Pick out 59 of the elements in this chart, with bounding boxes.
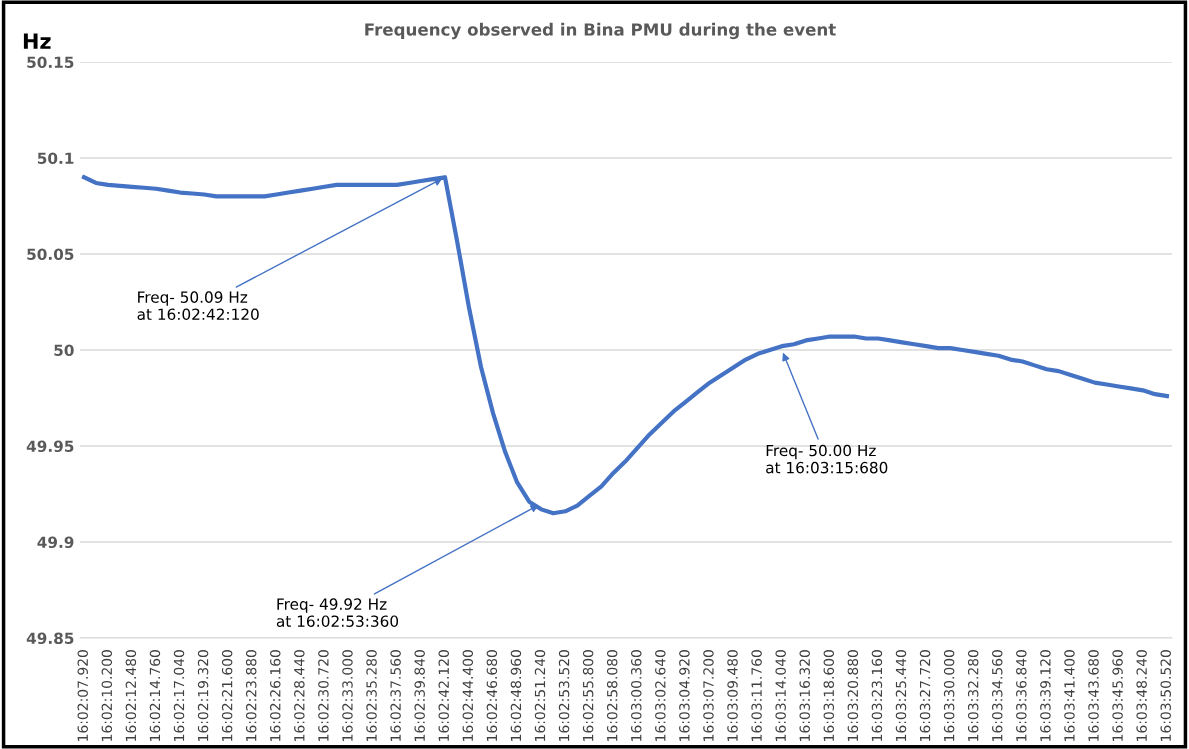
x-tick-label: 16:03:16.320 — [799, 650, 810, 741]
y-tick-label: 49.95 — [26, 440, 74, 453]
x-tick-label: 16:03:30.000 — [943, 650, 955, 741]
x-tick-label: 16:02:14.760 — [149, 650, 161, 741]
x-tick-label: 16:02:30.720 — [318, 650, 329, 741]
x-tick-label: 16:02:48.960 — [510, 650, 522, 741]
x-tick-label: 16:02:12.480 — [125, 650, 137, 741]
x-tick-label: 16:03:39.120 — [1040, 650, 1051, 741]
x-tick-label: 16:02:55.800 — [582, 650, 594, 741]
x-tick-label: 16:02:58.080 — [606, 650, 618, 741]
x-tick-label: 16:02:28.440 — [294, 650, 305, 741]
x-tick-label: 16:03:14.040 — [775, 650, 786, 741]
x-tick-label: 16:03:36.840 — [1016, 650, 1027, 741]
x-tick-label: 16:03:07.200 — [703, 650, 714, 741]
x-tick-label: 16:03:34.560 — [992, 650, 1003, 741]
x-tick-label: 16:03:45.960 — [1112, 650, 1123, 741]
x-tick-label: 16:02:51.240 — [534, 650, 546, 741]
x-tick-label: 16:02:44.400 — [462, 650, 474, 741]
x-tick-label: 16:02:10.200 — [101, 650, 113, 741]
y-tick-label: 49.85 — [26, 632, 74, 645]
annotation: Freq- 50.09 Hz at 16:02:42:120 — [137, 291, 259, 321]
x-tick-label: 16:02:19.320 — [197, 650, 209, 741]
x-tick-label: 16:03:50.520 — [1160, 650, 1171, 741]
x-tick-label: 16:02:26.160 — [270, 650, 281, 741]
x-tick-label: 16:03:43.680 — [1088, 650, 1099, 741]
x-tick-label: 16:02:42.120 — [438, 650, 449, 741]
y-axis-title: Hz — [23, 33, 51, 49]
x-tick-label: 16:02:35.280 — [366, 650, 377, 741]
x-tick-label: 16:03:18.600 — [823, 650, 835, 741]
annotation: Freq- 50.00 Hz at 16:03:15:680 — [766, 444, 888, 474]
x-tick-label: 16:02:21.600 — [221, 650, 233, 741]
annotation: Freq- 49.92 Hz at 16:02:53:360 — [276, 598, 399, 627]
x-tick-label: 16:02:39.840 — [414, 650, 425, 741]
x-tick-label: 16:03:25.440 — [895, 650, 907, 741]
y-tick-label: 50.05 — [27, 248, 74, 261]
x-tick-label: 16:03:41.400 — [1064, 650, 1075, 741]
y-tick-label: 50.1 — [37, 152, 74, 165]
x-tick-label: 16:03:32.280 — [967, 650, 979, 741]
y-tick-label: 49.9 — [37, 536, 74, 549]
x-tick-label: 16:02:07.920 — [77, 650, 88, 741]
x-tick-label: 16:02:23.880 — [245, 650, 257, 741]
x-tick-label: 16:02:17.040 — [173, 650, 185, 741]
x-tick-label: 16:03:02.640 — [655, 650, 666, 741]
x-tick-label: 16:03:27.720 — [919, 650, 931, 741]
x-tick-label: 16:03:04.920 — [679, 650, 690, 741]
x-tick-label: 16:02:53.520 — [558, 650, 570, 741]
x-tick-label: 16:03:09.480 — [727, 650, 738, 741]
x-tick-label: 16:02:33.000 — [342, 650, 353, 741]
x-tick-label: 16:03:23.160 — [871, 650, 883, 741]
line-series — [81, 175, 1170, 516]
x-tick-label: 16:03:11.760 — [751, 650, 762, 741]
x-tick-label: 16:03:48.240 — [1136, 650, 1147, 741]
x-tick-label: 16:03:20.880 — [847, 650, 859, 741]
y-tick-label: 50.15 — [27, 56, 74, 69]
x-tick-label: 16:02:46.680 — [486, 650, 498, 741]
x-tick-label: 16:02:37.560 — [390, 650, 401, 741]
x-tick-label: 16:03:00.360 — [631, 650, 642, 741]
chart-title: Frequency observed in Bina PMU during the event — [365, 22, 836, 40]
y-tick-label: 50 — [54, 344, 74, 357]
